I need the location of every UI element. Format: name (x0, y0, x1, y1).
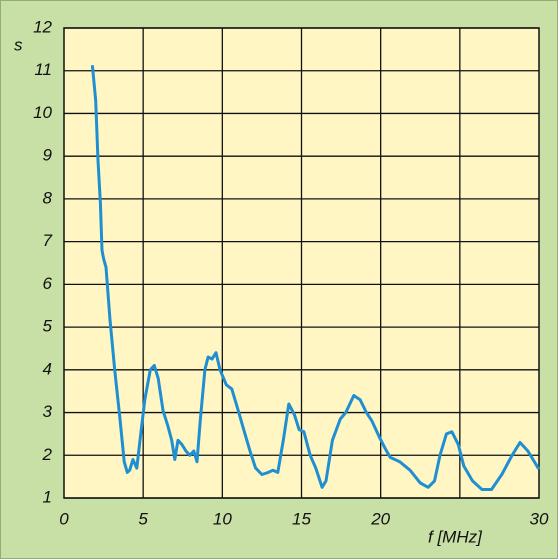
y-tick-label: 5 (43, 317, 53, 336)
x-tick-label: 20 (370, 509, 390, 528)
y-tick-label: 3 (43, 402, 53, 421)
y-tick-label: 6 (43, 274, 53, 293)
y-tick-label: 4 (43, 359, 52, 378)
y-tick-label: 7 (43, 231, 53, 250)
y-axis-label: s (14, 35, 23, 54)
x-tick-label: 0 (59, 509, 69, 528)
y-tick-label: 2 (42, 445, 53, 464)
x-tick-label: 30 (530, 509, 549, 528)
data-line (91, 65, 540, 491)
y-tick-label: 8 (43, 188, 53, 207)
x-axis-label: f [MHz] (428, 527, 483, 546)
x-tick-label: 10 (213, 509, 232, 528)
y-tick-label: 10 (33, 103, 52, 122)
y-tick-label: 11 (34, 60, 52, 79)
x-tick-label: 15 (292, 509, 311, 528)
y-tick-label: 9 (43, 146, 53, 165)
plot-frame (63, 27, 540, 499)
y-tick-label: 12 (33, 17, 52, 36)
x-tick-label: 5 (138, 509, 148, 528)
y-tick-label: 1 (43, 487, 52, 506)
